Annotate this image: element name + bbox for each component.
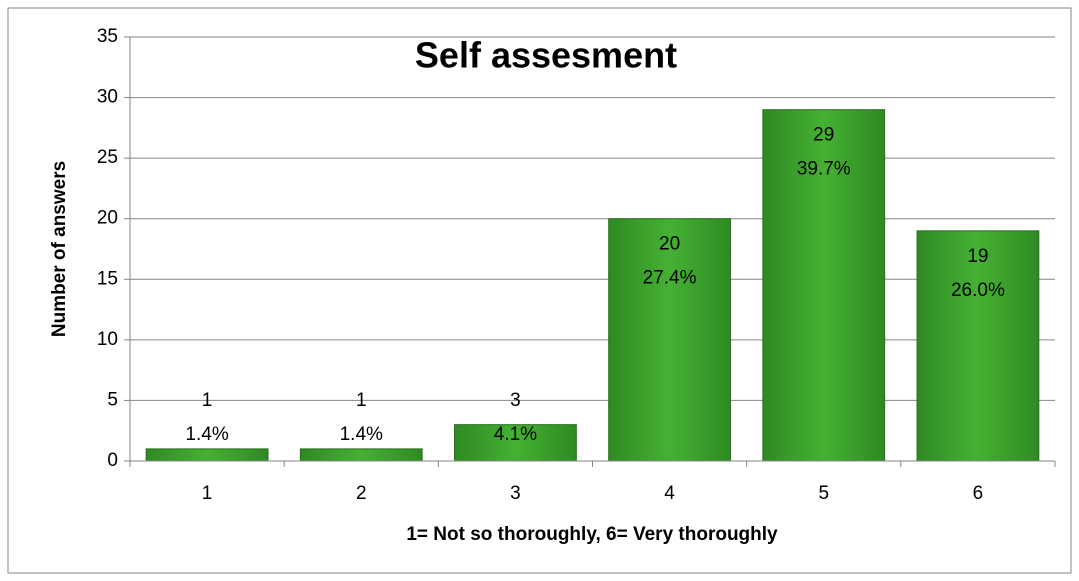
percent-label: 4.1% xyxy=(494,424,537,445)
bar xyxy=(916,230,1040,462)
chart-border xyxy=(7,7,1072,574)
x-tick-label: 3 xyxy=(510,483,521,504)
percent-label: 27.4% xyxy=(643,268,697,289)
x-tick-label: 2 xyxy=(356,483,367,504)
percent-label: 26.0% xyxy=(951,280,1005,301)
bar xyxy=(145,448,269,462)
x-tick-label: 5 xyxy=(818,483,829,504)
value-label: 1 xyxy=(356,390,367,411)
x-axis-label: 1= Not so thoroughly, 6= Very thoroughly xyxy=(406,524,778,545)
bar xyxy=(762,109,886,462)
value-label: 19 xyxy=(967,246,988,267)
x-tick-label: 1 xyxy=(202,483,213,504)
value-label: 3 xyxy=(510,390,521,411)
value-label: 1 xyxy=(202,390,213,411)
y-tick-label: 20 xyxy=(97,208,118,229)
bar xyxy=(454,424,577,462)
y-tick-label: 0 xyxy=(107,450,118,471)
value-label: 20 xyxy=(659,234,680,255)
percent-label: 39.7% xyxy=(797,159,851,180)
y-tick-label: 5 xyxy=(107,389,118,410)
bar xyxy=(608,218,731,462)
bar xyxy=(299,448,423,462)
y-tick-label: 10 xyxy=(97,329,118,350)
percent-label: 1.4% xyxy=(185,424,228,445)
y-axis-label: Number of answers xyxy=(49,161,70,337)
x-tick-label: 6 xyxy=(973,483,984,504)
y-tick-label: 15 xyxy=(97,268,118,289)
x-tick-label: 4 xyxy=(664,483,675,504)
y-tick-label: 35 xyxy=(97,26,118,47)
value-label: 29 xyxy=(813,125,834,146)
percent-label: 1.4% xyxy=(340,424,383,445)
chart-title: Self assesment xyxy=(415,35,677,76)
y-tick-label: 25 xyxy=(97,147,118,168)
y-tick-label: 30 xyxy=(97,87,118,108)
